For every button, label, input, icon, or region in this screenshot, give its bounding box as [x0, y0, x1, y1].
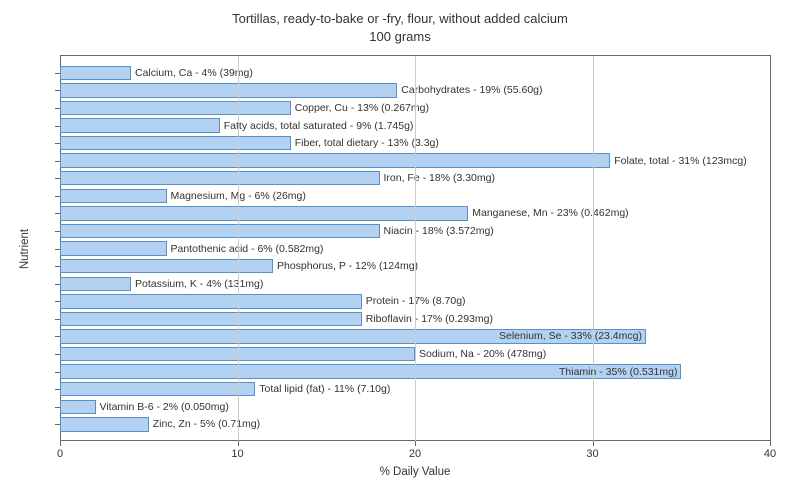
bar-label: Phosphorus, P - 12% (124mg)	[277, 260, 418, 272]
y-tick	[55, 108, 60, 109]
y-tick	[55, 178, 60, 179]
gridline	[415, 56, 416, 441]
gridline	[593, 56, 594, 441]
x-tick-label: 0	[57, 448, 63, 460]
nutrient-bar	[60, 259, 273, 273]
nutrient-chart: Tortillas, ready-to-bake or -fry, flour,…	[0, 0, 800, 500]
bar-label: Riboflavin - 17% (0.293mg)	[366, 313, 493, 325]
bar-label: Folate, total - 31% (123mcg)	[614, 155, 746, 167]
nutrient-bar	[60, 312, 362, 326]
x-tick	[60, 441, 61, 446]
nutrient-bar	[60, 294, 362, 308]
nutrient-bar	[60, 153, 610, 167]
y-tick	[55, 266, 60, 267]
y-tick	[55, 372, 60, 373]
x-tick	[593, 441, 594, 446]
x-tick-label: 40	[764, 448, 776, 460]
y-tick	[55, 126, 60, 127]
y-tick	[55, 354, 60, 355]
bar-label: Iron, Fe - 18% (3.30mg)	[384, 172, 495, 184]
x-tick-label: 10	[231, 448, 243, 460]
bar-label: Potassium, K - 4% (131mg)	[135, 278, 263, 290]
title-line-1: Tortillas, ready-to-bake or -fry, flour,…	[232, 11, 568, 26]
title-line-2: 100 grams	[369, 29, 430, 44]
y-tick	[55, 196, 60, 197]
bar-label: Carbohydrates - 19% (55.60g)	[401, 84, 542, 96]
nutrient-bar	[60, 364, 681, 378]
nutrient-bar	[60, 136, 291, 150]
bar-label: Pantothenic acid - 6% (0.582mg)	[171, 243, 324, 255]
y-tick	[55, 161, 60, 162]
nutrient-bar	[60, 171, 380, 185]
y-tick	[55, 319, 60, 320]
bar-label: Calcium, Ca - 4% (39mg)	[135, 67, 253, 79]
y-tick	[55, 90, 60, 91]
x-tick-label: 20	[409, 448, 421, 460]
nutrient-bar	[60, 400, 96, 414]
y-tick	[55, 336, 60, 337]
nutrient-bar	[60, 118, 220, 132]
x-tick	[770, 441, 771, 446]
nutrient-bar	[60, 189, 167, 203]
y-tick	[55, 389, 60, 390]
x-tick	[415, 441, 416, 446]
nutrient-bar	[60, 101, 291, 115]
bar-label: Sodium, Na - 20% (478mg)	[419, 348, 546, 360]
nutrient-bar	[60, 66, 131, 80]
bar-label: Niacin - 18% (3.572mg)	[384, 225, 494, 237]
y-tick	[55, 284, 60, 285]
bar-label: Fiber, total dietary - 13% (3.3g)	[295, 137, 439, 149]
plot-area: Nutrient % Daily Value Calcium, Ca - 4% …	[60, 55, 771, 441]
y-tick	[55, 424, 60, 425]
x-tick-label: 30	[586, 448, 598, 460]
gridline	[238, 56, 239, 441]
nutrient-bar	[60, 206, 468, 220]
nutrient-bar	[60, 83, 397, 97]
y-tick	[55, 231, 60, 232]
bar-label: Zinc, Zn - 5% (0.71mg)	[153, 418, 260, 430]
bar-label: Vitamin B-6 - 2% (0.050mg)	[100, 401, 229, 413]
y-tick	[55, 407, 60, 408]
bar-label: Fatty acids, total saturated - 9% (1.745…	[224, 120, 414, 132]
nutrient-bar	[60, 277, 131, 291]
x-tick	[238, 441, 239, 446]
chart-title: Tortillas, ready-to-bake or -fry, flour,…	[0, 0, 800, 46]
bar-label: Copper, Cu - 13% (0.267mg)	[295, 102, 429, 114]
nutrient-bar	[60, 224, 380, 238]
y-tick	[55, 213, 60, 214]
bar-label: Manganese, Mn - 23% (0.462mg)	[472, 207, 628, 219]
y-tick	[55, 249, 60, 250]
x-axis-label: % Daily Value	[380, 466, 451, 478]
nutrient-bar	[60, 241, 167, 255]
y-tick	[55, 143, 60, 144]
y-axis-label: Nutrient	[19, 228, 31, 268]
y-tick	[55, 301, 60, 302]
nutrient-bar	[60, 417, 149, 431]
bar-label: Total lipid (fat) - 11% (7.10g)	[259, 383, 390, 395]
nutrient-bar	[60, 329, 646, 343]
y-tick	[55, 73, 60, 74]
nutrient-bar	[60, 382, 255, 396]
